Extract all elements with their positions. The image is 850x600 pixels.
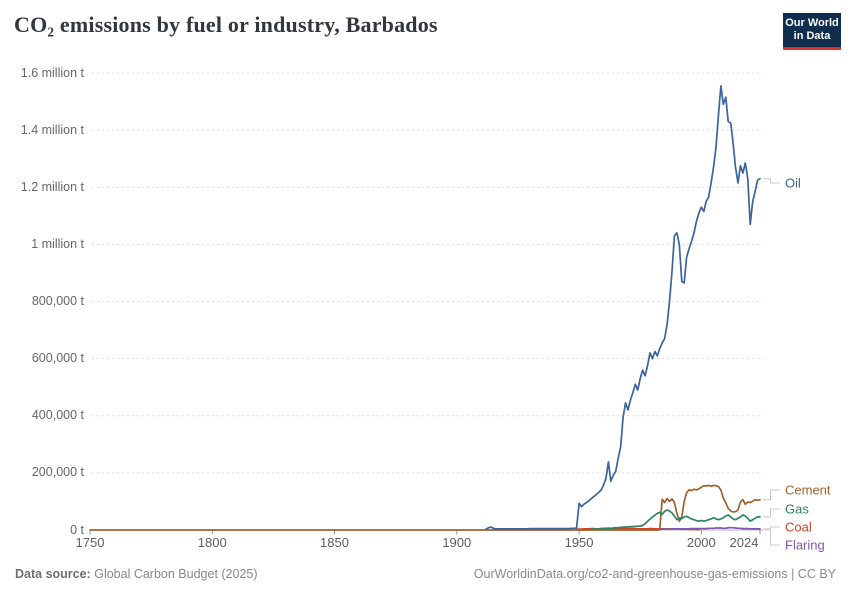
y-axis-tick-label: 400,000 t bbox=[31, 408, 84, 423]
owid-logo-line2: in Data bbox=[793, 30, 831, 42]
x-axis-tick-label: 1850 bbox=[320, 535, 349, 550]
data-source-text: Global Carbon Budget (2025) bbox=[94, 567, 258, 581]
y-axis-tick-label: 0 t bbox=[70, 522, 84, 537]
data-source-note: Data source: Global Carbon Budget (2025) bbox=[15, 567, 258, 581]
x-axis-tick-label: 1750 bbox=[75, 535, 105, 550]
series-label-cement[interactable]: Cement bbox=[785, 482, 831, 498]
owid-logo[interactable]: Our World in Data bbox=[783, 13, 841, 50]
y-axis-tick-label: 1.4 million t bbox=[20, 122, 84, 137]
series-label-connector bbox=[763, 178, 780, 184]
x-axis-tick-label: 2000 bbox=[686, 535, 716, 550]
series-label-oil[interactable]: Oil bbox=[785, 175, 801, 191]
series-label-flaring[interactable]: Flaring bbox=[785, 537, 825, 553]
series-line-gas[interactable] bbox=[590, 509, 761, 531]
y-axis-tick-label: 1.6 million t bbox=[20, 65, 84, 80]
y-axis-tick-label: 1.2 million t bbox=[20, 179, 84, 194]
x-axis-tick-label: 1900 bbox=[442, 535, 472, 550]
credit-link[interactable]: OurWorldinData.org/co2-and-greenhouse-ga… bbox=[473, 567, 836, 581]
x-axis-tick-label: 1800 bbox=[197, 535, 227, 550]
series-label-connector bbox=[763, 508, 780, 518]
y-axis-tick-label: 200,000 t bbox=[31, 465, 84, 480]
series-label-connector bbox=[763, 489, 780, 501]
series-label-connector bbox=[763, 526, 780, 531]
series-line-cement[interactable] bbox=[89, 484, 761, 531]
x-axis-tick-label: 2024 bbox=[729, 535, 759, 550]
page-title: CO₂ emissions by fuel or industry, Barba… bbox=[14, 12, 438, 37]
data-source-label: Data source: bbox=[15, 567, 91, 581]
series-line-flaring[interactable] bbox=[658, 526, 761, 531]
y-axis-tick-label: 1 million t bbox=[31, 236, 84, 251]
series-label-coal[interactable]: Coal bbox=[785, 519, 812, 535]
series-line-oil[interactable] bbox=[485, 85, 761, 530]
series-label-connector bbox=[763, 528, 780, 546]
y-axis-tick-label: 800,000 t bbox=[31, 294, 84, 308]
series-label-gas[interactable]: Gas bbox=[785, 501, 809, 517]
y-axis-tick-label: 600,000 t bbox=[31, 351, 84, 366]
owid-logo-line1: Our World bbox=[785, 17, 839, 29]
x-axis-tick-label: 1950 bbox=[564, 535, 594, 550]
